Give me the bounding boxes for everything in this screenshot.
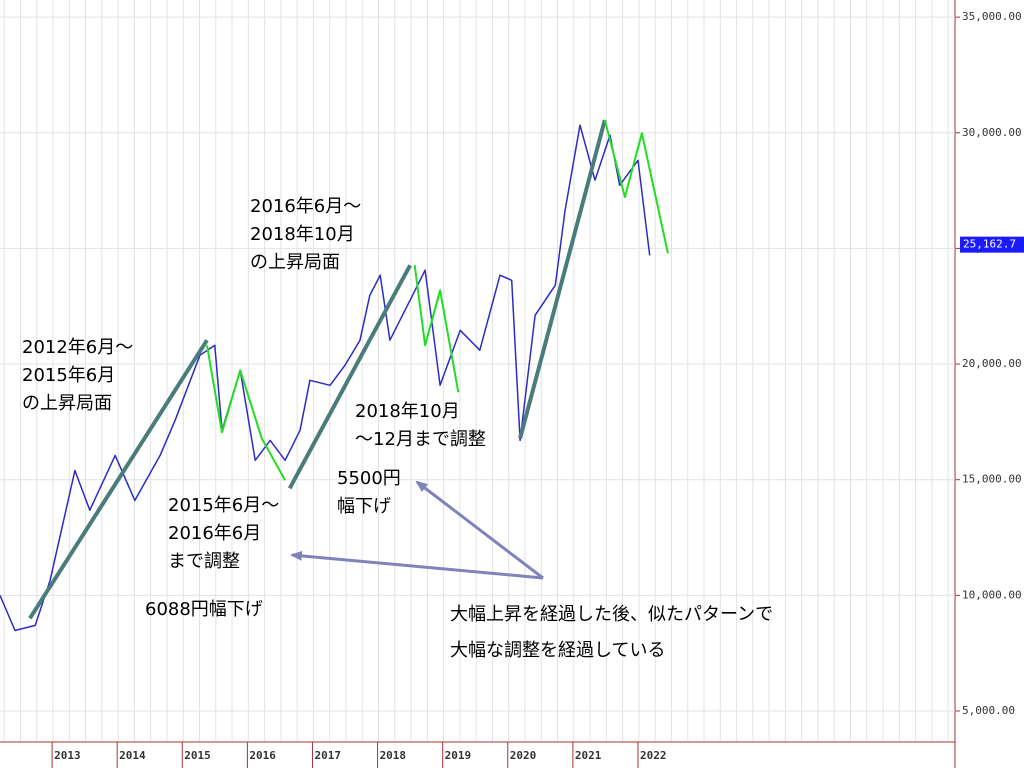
last-price-box — [960, 236, 1024, 253]
last-price-label: 25,162.7 — [963, 238, 1016, 251]
x-tick-label: 2018 — [380, 749, 407, 762]
annotation: 幅下げ — [337, 496, 391, 517]
arrow — [290, 550, 544, 580]
annotation: の上昇局面 — [22, 393, 112, 414]
series-line — [28, 119, 607, 620]
x-tick-label: 2020 — [510, 749, 537, 762]
annotation: 大幅な調整を経過している — [450, 640, 665, 661]
x-tick-label: 2021 — [575, 749, 602, 762]
annotation: 2016年6月 — [168, 523, 261, 544]
x-tick-label: 2013 — [54, 749, 81, 762]
minor-grid — [0, 0, 955, 742]
plot — [0, 16, 955, 712]
annotation: 2015年6月 — [22, 365, 115, 386]
annotation: ～12月まで調整 — [355, 429, 486, 450]
x-tick-label: 2016 — [249, 749, 276, 762]
annotation: 6088円幅下げ — [145, 599, 263, 620]
x-tick-label: 2022 — [640, 749, 667, 762]
y-tick-label: 10,000.00 — [962, 588, 1022, 601]
annotation: まで調整 — [168, 551, 240, 572]
y-tick-label: 5,000.00 — [962, 704, 1015, 717]
x-tick-label: 2017 — [314, 749, 341, 762]
series-line — [0, 124, 651, 632]
annotation: 大幅上昇を経過した後、似たパターンで — [450, 604, 773, 625]
x-tick-label: 2015 — [184, 749, 211, 762]
x-tick-label: 2019 — [445, 749, 472, 762]
y-tick-label: 30,000.00 — [962, 126, 1022, 139]
annotation: 2018年10月 — [250, 224, 355, 245]
annotation: 5500円 — [337, 468, 401, 489]
x-tick-label: 2014 — [119, 749, 146, 762]
y-tick-label: 35,000.00 — [962, 10, 1022, 23]
annotation: 2016年6月～ — [250, 196, 361, 217]
annotation: 2015年6月～ — [168, 495, 279, 516]
annotation: の上昇局面 — [250, 252, 340, 273]
annotation: 2012年6月～ — [22, 337, 133, 358]
series-line — [206, 119, 669, 481]
y-tick-label: 15,000.00 — [962, 473, 1022, 486]
arrow — [415, 480, 544, 580]
annotation: 2018年10月 — [355, 401, 460, 422]
y-tick-label: 20,000.00 — [962, 357, 1022, 370]
